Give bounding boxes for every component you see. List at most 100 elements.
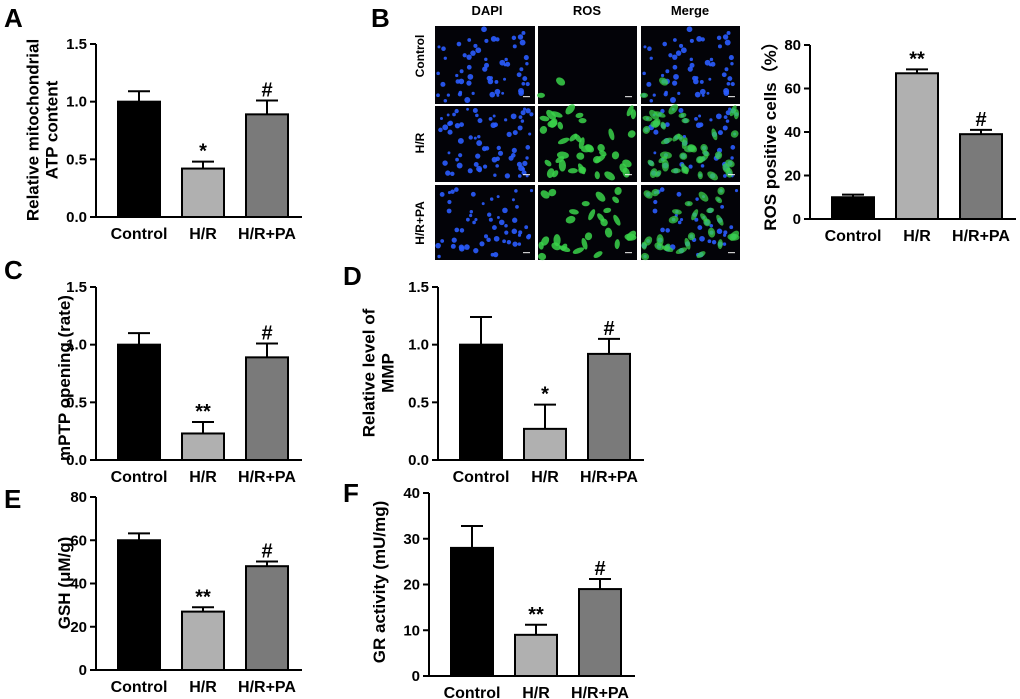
chart-gsh: 0 20 40 60 80 Control ** H/R # H/R+PA GSH (μM/g): [55, 489, 302, 696]
bar-h-r-pa: [245, 356, 289, 461]
significance-marker: #: [594, 558, 605, 580]
y-tick-label: 40: [403, 485, 420, 502]
y-tick-label: 60: [70, 532, 87, 549]
bar-control: [831, 196, 875, 220]
microscopy-grid: DAPI ROS Merge Control H/R H/R+PA: [413, 3, 740, 261]
bar-control: [117, 539, 161, 671]
bar-h-r-pa: [587, 352, 631, 462]
row-label-control: Control: [413, 35, 427, 78]
chart-atp-content: 0.0 0.5 1.0 1.5 Control * H/R # H/R+PA Relative m…: [24, 36, 302, 243]
y-tick-label: 20: [403, 577, 420, 594]
category-label: H/R+PA: [238, 679, 296, 696]
panel-letter-a: A: [4, 3, 23, 33]
panel-letter-e: E: [4, 484, 21, 514]
category-label: H/R: [903, 228, 931, 245]
y-tick-label: 1.5: [66, 279, 87, 296]
micrograph-hr-merge: [641, 104, 740, 182]
y-axis-label: mPTP opening (rate): [55, 295, 74, 461]
y-tick-label: 20: [70, 619, 87, 636]
y-tick-label: 1.0: [408, 337, 429, 354]
row-label-hrpa: H/R+PA: [413, 201, 427, 245]
bar-h-r: [181, 610, 225, 671]
y-tick-label: 60: [784, 81, 801, 98]
y-tick-label: 1.0: [66, 94, 87, 111]
bar-h-r: [181, 432, 225, 461]
y-tick-label: 40: [70, 576, 87, 593]
bar-h-r-pa: [578, 588, 622, 678]
category-label: H/R: [189, 226, 217, 243]
micrograph-hrpa-ros: [538, 185, 637, 261]
significance-marker: *: [199, 141, 207, 163]
y-tick-label: 1.5: [66, 36, 87, 53]
panel-letter-c: C: [4, 255, 23, 285]
category-label: H/R+PA: [952, 228, 1010, 245]
y-axis-label: Relative mitochondrial: [24, 39, 43, 221]
bar-control: [117, 343, 161, 461]
category-label: Control: [111, 226, 168, 243]
bar-h-r: [181, 167, 225, 218]
y-tick-label: 40: [784, 124, 801, 141]
chart-ros-positive-cells: 0 20 40 60 80 Control ** H/R # H/R+PA ROS positive…: [760, 33, 1016, 245]
column-header-merge: Merge: [671, 3, 709, 18]
micrograph-hrpa-dapi: [435, 185, 535, 260]
y-tick-label: 1.5: [408, 279, 429, 296]
y-tick-label: 30: [403, 531, 420, 548]
micrograph-hr-ros: [538, 104, 637, 182]
significance-marker: #: [261, 80, 272, 102]
y-tick-label: 0: [79, 662, 87, 679]
y-tick-label: 0.0: [408, 452, 429, 469]
micrograph-control-ros: [537, 26, 637, 104]
significance-marker: **: [195, 401, 211, 423]
y-tick-label: 1.0: [66, 337, 87, 354]
significance-marker: #: [261, 540, 272, 562]
y-tick-label: 0.0: [66, 452, 87, 469]
category-label: H/R: [531, 469, 559, 486]
chart-mptp-opening: 0.0 0.5 1.0 1.5 Control ** H/R # H/R+PA mPTP open…: [55, 279, 302, 486]
bar-h-r: [514, 633, 558, 678]
y-axis-label: Relative level of: [360, 308, 379, 437]
panel-letter-f: F: [343, 478, 359, 508]
y-tick-label: 0.5: [408, 394, 429, 411]
y-tick-label: 0: [412, 668, 420, 685]
bar-h-r-pa: [959, 133, 1003, 220]
column-header-ros: ROS: [573, 3, 602, 18]
micrograph-control-dapi: [435, 26, 535, 104]
panel-letter-d: D: [343, 261, 362, 291]
category-label: H/R+PA: [571, 685, 629, 699]
y-tick-label: 20: [784, 168, 801, 185]
category-label: Control: [444, 685, 501, 699]
significance-marker: #: [975, 109, 986, 131]
column-header-dapi: DAPI: [471, 3, 502, 18]
significance-marker: **: [195, 586, 211, 608]
y-axis-label: GSH (μM/g): [55, 537, 74, 630]
category-label: Control: [453, 469, 510, 486]
category-label: Control: [111, 469, 168, 486]
y-axis-label: MMP: [379, 353, 398, 393]
significance-marker: #: [603, 318, 614, 340]
micrograph-hrpa-merge: [641, 185, 740, 261]
significance-marker: **: [528, 604, 544, 626]
bar-control: [450, 546, 494, 678]
bar-h-r: [523, 427, 567, 461]
y-tick-label: 80: [784, 37, 801, 54]
micrograph-control-merge: [640, 26, 740, 104]
category-label: Control: [111, 679, 168, 696]
category-label: H/R: [189, 469, 217, 486]
y-tick-label: 0.0: [66, 209, 87, 226]
y-tick-label: 0: [793, 211, 801, 228]
y-tick-label: 0.5: [66, 151, 87, 168]
significance-marker: #: [261, 323, 272, 345]
category-label: H/R+PA: [238, 226, 296, 243]
y-tick-label: 10: [403, 622, 420, 639]
significance-marker: *: [541, 384, 549, 406]
bar-h-r-pa: [245, 113, 289, 218]
y-axis-label: GR activity (mU/mg): [370, 501, 389, 663]
y-axis-label: ROS positive cells（%）: [760, 33, 780, 230]
category-label: H/R: [522, 685, 550, 699]
row-label-hr: H/R: [413, 132, 427, 153]
y-tick-label: 80: [70, 489, 87, 506]
bar-control: [117, 100, 161, 218]
chart-mmp-level: 0.0 0.5 1.0 1.5 Control * H/R # H/R+PA Relative l…: [360, 279, 644, 486]
significance-marker: **: [909, 48, 925, 70]
